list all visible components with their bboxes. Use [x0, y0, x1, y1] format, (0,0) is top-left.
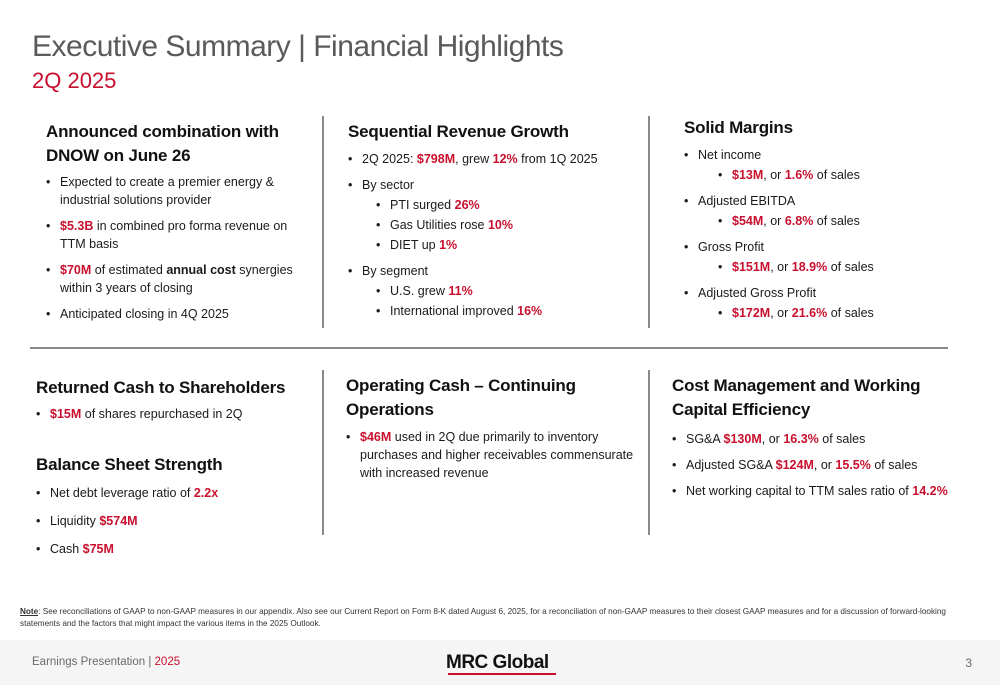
- footnote: Note: See reconciliations of GAAP to non…: [20, 607, 946, 628]
- section-returned-cash: Returned Cash to Shareholders $15M of sh…: [36, 376, 316, 431]
- section-title: Balance Sheet Strength: [36, 455, 223, 474]
- bullet-item: Net debt leverage ratio of 2.2x: [36, 484, 316, 502]
- bullet-item: Anticipated closing in 4Q 2025: [46, 305, 296, 323]
- bullet-item: Liquidity $574M: [36, 512, 316, 530]
- section-cost-management: Cost Management and Working Capital Effi…: [672, 374, 972, 508]
- section-dnow-combination: Announced combination with DNOW on June …: [46, 120, 296, 331]
- section-title: Announced combination with DNOW on June …: [46, 122, 279, 165]
- page-subtitle: 2Q 2025: [32, 68, 117, 93]
- page-number: 3: [965, 656, 972, 670]
- sub-bullet-item: DIET up 1%: [376, 236, 638, 254]
- bullet-item: $15M of shares repurchased in 2Q: [36, 405, 316, 423]
- divider-vertical-top-left: [322, 116, 324, 328]
- section-operating-cash: Operating Cash – Continuing Operations $…: [346, 374, 636, 490]
- bullet-item: By sector PTI surged 26% Gas Utilities r…: [348, 176, 638, 254]
- section-revenue-growth: Sequential Revenue Growth 2Q 2025: $798M…: [348, 120, 638, 328]
- bullet-item: SG&A $130M, or 16.3% of sales: [672, 430, 972, 448]
- sub-bullet-item: Gas Utilities rose 10%: [376, 216, 638, 234]
- footer-label: Earnings Presentation | 2025: [32, 656, 181, 668]
- bullet-item: Adjusted SG&A $124M, or 15.5% of sales: [672, 456, 972, 474]
- footer-bar: [0, 640, 1000, 685]
- section-solid-margins: Solid Margins Net income $13M, or 1.6% o…: [684, 116, 974, 330]
- bullet-item: Gross Profit $151M, or 18.9% of sales: [684, 238, 974, 276]
- bullet-item: Net income $13M, or 1.6% of sales: [684, 146, 974, 184]
- divider-horizontal: [30, 347, 948, 349]
- section-balance-sheet: Balance Sheet Strength Net debt leverage…: [36, 453, 316, 566]
- bullet-item: Cash $75M: [36, 540, 316, 558]
- bullet-item: Expected to create a premier energy & in…: [46, 173, 296, 209]
- section-title: Operating Cash – Continuing Operations: [346, 376, 576, 419]
- sub-bullet-item: PTI surged 26%: [376, 196, 638, 214]
- section-title: Returned Cash to Shareholders: [36, 378, 286, 397]
- section-title: Solid Margins: [684, 118, 793, 137]
- divider-vertical-bottom-left: [322, 370, 324, 535]
- mrc-global-logo: MRC Global: [446, 652, 549, 673]
- divider-vertical-top-right: [648, 116, 650, 328]
- bullet-item: Adjusted Gross Profit $172M, or 21.6% of…: [684, 284, 974, 322]
- bullet-item: $70M of estimated annual cost synergies …: [46, 261, 296, 297]
- bullet-item: Adjusted EBITDA $54M, or 6.8% of sales: [684, 192, 974, 230]
- bullet-item: $5.3B in combined pro forma revenue on T…: [46, 217, 296, 253]
- section-title: Sequential Revenue Growth: [348, 122, 569, 141]
- sub-bullet-item: U.S. grew 11%: [376, 282, 638, 300]
- bullet-item: By segment U.S. grew 11% International i…: [348, 262, 638, 320]
- sub-bullet-item: International improved 16%: [376, 302, 638, 320]
- sub-bullet-item: $13M, or 1.6% of sales: [718, 166, 974, 184]
- bullet-item: $46M used in 2Q due primarily to invento…: [346, 428, 636, 482]
- sub-bullet-item: $54M, or 6.8% of sales: [718, 212, 974, 230]
- bullet-item: Net working capital to TTM sales ratio o…: [672, 482, 972, 500]
- sub-bullet-item: $151M, or 18.9% of sales: [718, 258, 974, 276]
- sub-bullet-item: $172M, or 21.6% of sales: [718, 304, 974, 322]
- logo-underline: [448, 673, 556, 675]
- page-title: Executive Summary | Financial Highlights: [32, 30, 564, 63]
- section-title: Cost Management and Working Capital Effi…: [672, 376, 921, 419]
- bullet-item: 2Q 2025: $798M, grew 12% from 1Q 2025: [348, 150, 638, 168]
- divider-vertical-bottom-right: [648, 370, 650, 535]
